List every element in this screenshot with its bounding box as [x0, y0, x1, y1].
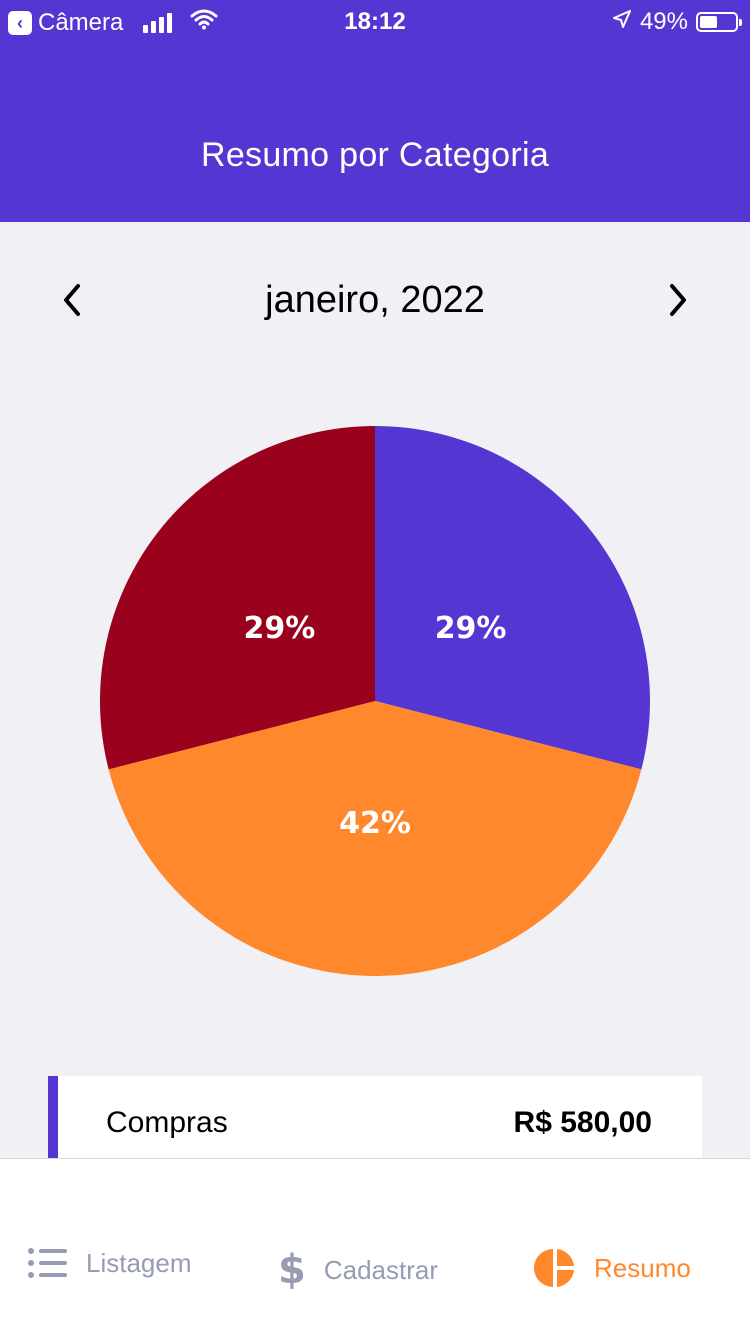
category-name: Compras — [106, 1106, 228, 1139]
pie-slice-1 — [108, 701, 642, 976]
location-arrow-icon — [612, 8, 632, 36]
pie-chart-icon — [534, 1247, 576, 1289]
cellular-signal-icon — [143, 12, 173, 33]
dollar-icon: $ — [278, 1247, 306, 1293]
category-card[interactable]: Compras R$ 580,00 — [48, 1076, 702, 1172]
month-label: janeiro, 2022 — [265, 279, 485, 321]
status-left[interactable]: ‹ Câmera — [8, 8, 218, 37]
status-bar: ‹ Câmera 18:12 49% — [0, 0, 750, 42]
list-icon — [28, 1247, 68, 1279]
tab-resumo[interactable]: Resumo — [534, 1247, 691, 1289]
back-to-app-icon[interactable]: ‹ — [8, 10, 32, 35]
pie-chart-svg: 29% 42% 29% — [99, 426, 650, 976]
pie-slice-0 — [375, 426, 650, 770]
tab-bar: Listagem $ Cadastrar Resumo — [0, 1158, 750, 1335]
header: Resumo por Categoria — [0, 42, 750, 222]
status-right: 49% — [612, 8, 742, 36]
tab-listagem-label: Listagem — [86, 1247, 192, 1278]
status-time: 18:12 — [344, 8, 406, 35]
pie-chart: 29% 42% 29% — [90, 416, 660, 986]
battery-percent: 49% — [639, 8, 688, 35]
tab-cadastrar-label: Cadastrar — [323, 1254, 438, 1285]
pie-slice-2 — [99, 426, 375, 770]
battery-icon — [696, 12, 742, 32]
tab-resumo-label: Resumo — [594, 1252, 691, 1283]
pie-slice-label-2: 29% — [243, 611, 315, 646]
back-app-label[interactable]: Câmera — [38, 8, 124, 36]
tab-listagem[interactable]: Listagem — [28, 1247, 192, 1279]
pie-slice-label-0: 29% — [435, 611, 507, 646]
battery-fill — [700, 16, 717, 28]
page-title: Resumo por Categoria — [200, 136, 550, 174]
pie-slice-label-1: 42% — [339, 806, 411, 841]
chevron-right-icon[interactable] — [654, 276, 702, 324]
tab-cadastrar[interactable]: $ Cadastrar — [278, 1247, 438, 1293]
category-amount: R$ 580,00 — [513, 1106, 652, 1139]
wifi-icon — [190, 8, 218, 37]
month-selector: janeiro, 2022 — [0, 276, 750, 324]
chevron-left-icon[interactable] — [48, 276, 96, 324]
